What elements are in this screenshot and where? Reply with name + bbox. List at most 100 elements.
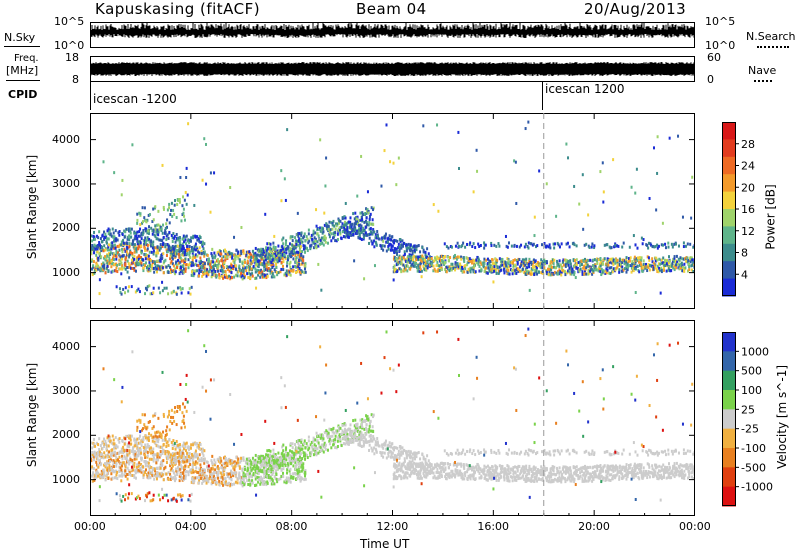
velocity-cell: [126, 466, 129, 470]
velocity-cell: [175, 459, 178, 463]
power-cell: [553, 270, 556, 274]
power-cell: [142, 258, 145, 262]
power-cell: [191, 261, 194, 265]
power-cell: [123, 266, 126, 270]
freq-label: Freq.: [14, 53, 39, 64]
power-cell: [398, 267, 401, 271]
power-cell: [242, 268, 245, 272]
velocity-cell: [223, 467, 226, 471]
velocity-cell: [110, 472, 113, 476]
power-cell: [528, 288, 531, 292]
velocity-cell: [214, 471, 217, 475]
velocity-cell: [185, 441, 188, 445]
power-cell: [535, 266, 538, 270]
power-cell: [445, 270, 448, 274]
power-cell: [558, 268, 561, 272]
power-cell: [441, 258, 444, 262]
power-cell: [507, 241, 510, 245]
power-cell: [172, 264, 175, 268]
power-cell: [246, 272, 249, 276]
velocity-cell: [208, 477, 211, 481]
power-cell: [611, 257, 614, 261]
power-cell: [221, 263, 224, 267]
velocity-cell: [172, 460, 175, 464]
velocity-cell: [115, 473, 118, 477]
power-cell: [589, 258, 592, 262]
power-cell: [520, 260, 523, 264]
power-cell: [128, 238, 131, 242]
power-cell: [91, 246, 94, 250]
power-cell: [605, 262, 608, 266]
power-cell: [259, 252, 262, 256]
power-cell: [472, 242, 475, 246]
power-cell: [688, 262, 691, 266]
power-cell: [293, 264, 296, 268]
power-cell: [151, 243, 154, 247]
power-cell: [443, 242, 446, 246]
velocity-cell: [234, 480, 237, 484]
power-colorbar-tick-label-1: 8: [741, 247, 748, 260]
power-cell: [145, 227, 148, 231]
velocity-cell: [141, 440, 144, 444]
power-cell: [665, 259, 668, 263]
power-cell: [509, 264, 512, 268]
power-cell: [198, 246, 201, 250]
velocity-cell: [139, 434, 142, 438]
velocity-cell: [102, 456, 105, 460]
power-cell: [242, 249, 245, 253]
power-cell: [92, 237, 95, 241]
power-cell: [416, 269, 419, 273]
power-cell: [140, 261, 143, 265]
power-cell: [485, 258, 488, 262]
power-cell: [559, 270, 562, 274]
power-cell: [364, 225, 367, 229]
power-cell: [469, 266, 472, 270]
power-cell: [301, 270, 304, 274]
power-cell: [622, 241, 625, 245]
power-cell: [555, 266, 558, 270]
power-cell: [187, 266, 190, 270]
power-cell: [316, 240, 319, 244]
power-cell: [483, 246, 486, 250]
power-cell: [368, 221, 371, 225]
power-cell: [154, 262, 157, 266]
power-cell: [186, 246, 189, 250]
power-cell: [537, 264, 540, 268]
power-cell: [394, 250, 397, 254]
power-cell: [157, 230, 160, 234]
power-cell: [151, 264, 154, 268]
power-cell: [550, 259, 553, 263]
power-cell: [286, 128, 289, 132]
velocity-cell: [246, 462, 249, 466]
power-cell: [222, 270, 225, 274]
velocity-cell: [271, 473, 274, 477]
power-cell: [370, 222, 373, 226]
power-cell: [265, 246, 268, 250]
power-cell: [263, 264, 266, 268]
power-cell: [126, 237, 129, 241]
power-cell: [283, 251, 286, 255]
power-cell: [260, 268, 263, 272]
power-cell: [397, 260, 400, 264]
power-cell: [366, 190, 369, 194]
velocity-cell: [142, 445, 145, 449]
velocity-cell: [155, 458, 158, 462]
power-cell: [284, 198, 287, 202]
power-cell: [493, 265, 496, 269]
power-cell: [95, 261, 98, 265]
power-cell: [298, 270, 301, 274]
power-cell: [323, 223, 326, 227]
power-cell: [91, 239, 94, 243]
velocity-cell: [228, 476, 231, 480]
power-cell: [534, 259, 537, 263]
power-cell: [592, 269, 595, 273]
power-cell: [148, 257, 151, 261]
power-cell: [181, 242, 184, 246]
power-cell: [475, 261, 478, 265]
power-colorbar-swatch-4: [722, 191, 736, 210]
velocity-cell: [242, 456, 245, 460]
power-cell: [374, 233, 377, 237]
velocity-cell: [183, 474, 186, 478]
velocity-cell: [182, 459, 185, 463]
power-cell: [266, 242, 269, 246]
